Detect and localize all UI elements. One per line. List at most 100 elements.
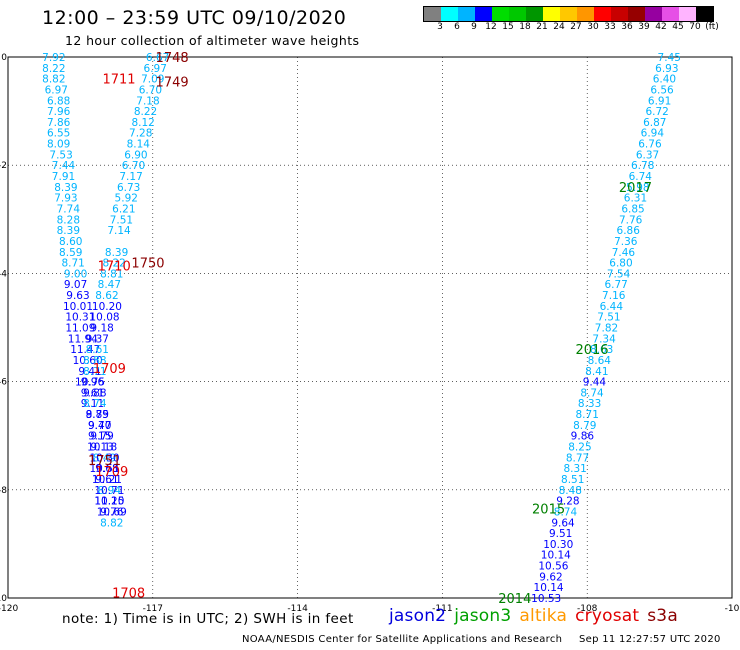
wave-height-point: 8.71 [61,258,84,270]
longitude-tick-label: -114 [287,604,308,614]
wave-height-point: 8.61 [86,344,109,356]
wave-height-point: 8.48 [559,485,582,497]
pass-time-label: 1749 [156,75,189,90]
wave-height-point: 8.74 [83,398,107,410]
wave-height-point: 9.18 [90,323,113,335]
wave-height-point: 8.62 [95,290,118,302]
wave-height-point: 8.63 [590,344,613,356]
wave-height-point: 9.51 [549,528,572,540]
wave-height-point: 10.01 [63,301,93,313]
legend-item-cryosat: cryosat [575,606,640,626]
wave-height-point: 8.94 [98,485,122,497]
wave-height-point: 7.34 [592,333,616,345]
wave-height-point: 8.22 [42,63,65,75]
pass-time-label: 1748 [156,51,189,66]
wave-height-point: 9.76 [100,506,124,518]
latitude-tick-label: -2 [0,161,7,171]
wave-height-point: 10.20 [92,301,122,313]
wave-height-point: 6.56 [650,84,674,96]
color-swatch [441,7,458,21]
wave-height-point: 10.14 [541,550,571,562]
wave-height-point: 8.22 [134,106,157,118]
wave-height-point: 9.85 [86,409,109,421]
wave-height-point: 8.47 [98,279,121,291]
wave-height-point: 6.31 [624,193,647,205]
wave-height-point: 11.09 [65,323,95,335]
wave-height-point: 10.51 [90,463,120,475]
color-swatch [662,7,679,21]
longitude-tick-label: -117 [143,604,163,614]
wave-height-point: 9.00 [64,268,87,280]
wave-height-point: 6.80 [609,258,632,270]
color-swatch [611,7,628,21]
wave-height-point: 7.16 [602,290,626,302]
wave-height-point: 11.94 [68,333,98,345]
color-scale-label: 45 [672,22,684,32]
wave-height-point: 6.97 [144,63,167,75]
wave-height-point: 6.78 [631,160,654,172]
wave-height-point: 10.10 [94,496,124,508]
pass-time-label: 1750 [131,257,164,272]
wave-height-point: 10.14 [534,582,564,594]
color-swatch [577,7,594,21]
generated-timestamp: Sep 11 12:27:57 UTC 2020 [579,634,721,645]
wave-height-point: 7.54 [607,268,631,280]
wave-height-point: 8.33 [578,398,601,410]
wave-height-point: 8.60 [59,236,82,248]
color-swatch [543,7,560,21]
wave-height-point: 6.44 [600,301,624,313]
legend-item-jason3: jason3 [454,606,512,626]
wave-height-point: 9.41 [78,366,101,378]
wave-height-point: 7.36 [614,236,638,248]
wave-height-point: 9.62 [539,571,562,583]
wave-height-point: 8.82 [100,517,123,529]
wave-height-point: 7.17 [119,171,142,183]
wave-height-point: 10.18 [87,442,117,454]
color-scale-label: 6 [454,22,460,32]
wave-height-point: 9.47 [88,420,111,432]
color-scale-label: 36 [621,22,633,32]
wave-height-point: 9.63 [66,290,89,302]
wave-height-point: 9.68 [95,463,118,475]
color-scale-label: 30 [587,22,599,32]
wave-height-point: 9.88 [83,387,106,399]
longitude-tick-label: -10 [725,604,740,614]
wave-height-point: 6.91 [648,95,671,107]
wave-height-point: 6.40 [653,74,676,86]
wave-height-point: 7.18 [136,95,159,107]
wave-height-point: 6.90 [124,149,147,161]
wave-height-point: 9.96 [81,377,105,389]
footnote: note: 1) Time is in UTC; 2) SWH is in fe… [62,611,354,627]
wave-height-point: 8.71 [576,409,599,421]
wave-height-point: 7.14 [107,225,131,237]
pass-time-label: 1751 [88,454,121,469]
wave-height-point: 8.77 [566,452,589,464]
wave-height-point: 7.44 [52,160,76,172]
wave-height-point: 8.39 [54,182,77,194]
wave-height-point: 8.14 [127,139,151,151]
color-scale-label: 70 [689,22,701,32]
wave-height-point: 6.55 [47,128,70,140]
color-swatch [696,7,713,21]
wave-height-point: 7.51 [597,312,620,324]
color-swatch [509,7,526,21]
wave-height-point: 10.30 [543,539,573,551]
pass-time-label: 1711 [102,73,135,88]
wave-height-point: 6.74 [629,171,653,183]
wave-height-point: 5.98 [626,182,649,194]
wave-height-point: 6.85 [621,203,644,215]
wave-height-point: 9.44 [583,377,607,389]
pass-time-label: 1710 [98,259,131,274]
wave-height-point: 7.92 [42,52,65,64]
wave-height-point: 8.41 [585,366,608,378]
wave-height-point: 8.22 [102,258,125,270]
latitude-tick-label: -8 [0,486,7,496]
color-scale-bar [423,6,714,22]
wave-height-point: 10.08 [90,312,120,324]
wave-height-point: 10.31 [65,312,95,324]
wave-height-point: 6.77 [604,279,627,291]
wave-height-points: 7.928.228.826.976.887.967.866.558.097.53… [42,52,681,605]
credit-line: NOAA/NESDIS Center for Satellite Applica… [242,634,563,645]
color-scale-label: 18 [519,22,531,32]
